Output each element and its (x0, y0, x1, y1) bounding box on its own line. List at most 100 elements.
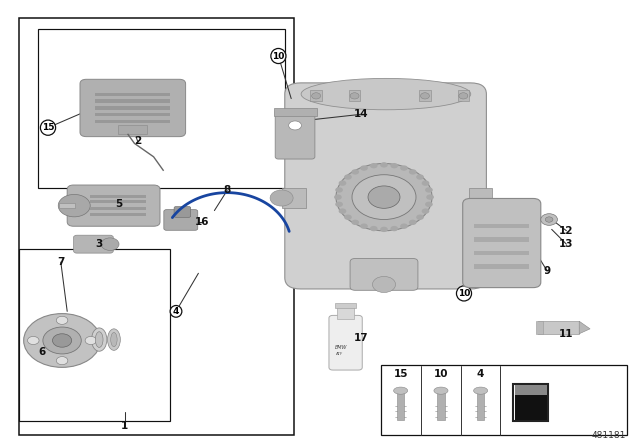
Circle shape (372, 276, 396, 293)
Bar (38, 29, 285, 188)
Circle shape (351, 220, 359, 225)
Circle shape (400, 224, 408, 229)
Text: 10: 10 (272, 52, 285, 60)
Circle shape (422, 181, 429, 186)
Bar (397, 393, 404, 420)
Text: 4: 4 (173, 307, 179, 316)
Bar (458, 90, 469, 101)
Circle shape (400, 165, 408, 171)
Text: 2: 2 (134, 136, 141, 146)
Circle shape (351, 169, 359, 175)
Bar (474, 251, 529, 255)
Circle shape (425, 202, 433, 207)
Circle shape (339, 181, 346, 186)
Circle shape (370, 163, 378, 168)
Ellipse shape (92, 328, 107, 351)
Circle shape (56, 357, 68, 365)
Circle shape (541, 214, 557, 225)
Bar (118, 125, 147, 134)
Circle shape (58, 194, 90, 217)
Bar (90, 200, 146, 203)
Circle shape (270, 190, 293, 206)
Circle shape (350, 93, 359, 99)
Bar (310, 90, 322, 101)
Bar (90, 207, 146, 210)
Text: 9: 9 (543, 266, 551, 276)
Bar (90, 213, 146, 216)
Ellipse shape (474, 387, 488, 394)
Circle shape (416, 174, 424, 180)
Text: 10: 10 (458, 289, 470, 298)
FancyBboxPatch shape (275, 110, 315, 159)
Circle shape (28, 336, 39, 345)
Circle shape (368, 186, 400, 208)
Ellipse shape (111, 332, 117, 347)
FancyBboxPatch shape (350, 258, 418, 290)
Circle shape (336, 164, 432, 231)
Bar (381, 365, 627, 435)
Bar (95, 106, 170, 110)
FancyBboxPatch shape (174, 207, 191, 217)
Bar (419, 90, 431, 101)
Circle shape (56, 316, 68, 324)
Bar (337, 307, 354, 319)
Bar (474, 224, 529, 228)
FancyBboxPatch shape (74, 235, 113, 253)
Circle shape (43, 327, 81, 354)
Bar (477, 393, 484, 420)
Circle shape (409, 169, 417, 175)
FancyBboxPatch shape (67, 185, 160, 226)
Circle shape (360, 224, 368, 229)
Text: 10: 10 (434, 369, 448, 379)
Text: 6: 6 (38, 347, 45, 357)
Text: BMW: BMW (335, 345, 348, 350)
FancyBboxPatch shape (463, 198, 541, 288)
Text: 14: 14 (355, 109, 369, 119)
Circle shape (339, 208, 346, 214)
Text: 3: 3 (95, 239, 103, 249)
Circle shape (390, 163, 398, 168)
Text: 16: 16 (195, 217, 209, 227)
Ellipse shape (301, 78, 471, 110)
Text: 7: 7 (57, 257, 65, 267)
Bar (536, 321, 543, 334)
Text: 17: 17 (355, 333, 369, 343)
Bar (95, 120, 170, 123)
Circle shape (409, 220, 417, 225)
Bar (282, 188, 306, 208)
Text: 12: 12 (559, 226, 573, 236)
Bar (19, 18, 294, 435)
Text: 15: 15 (42, 123, 54, 132)
Circle shape (352, 175, 416, 220)
Ellipse shape (434, 387, 448, 394)
Text: 11: 11 (559, 329, 573, 339)
Text: 4: 4 (477, 369, 484, 379)
Circle shape (344, 215, 352, 220)
Circle shape (380, 227, 388, 232)
Text: 1: 1 (121, 422, 129, 431)
Bar (95, 113, 170, 116)
Bar (469, 188, 492, 208)
Polygon shape (579, 321, 590, 334)
Bar (349, 90, 360, 101)
Bar (95, 93, 170, 96)
Circle shape (420, 93, 429, 99)
Bar (274, 108, 317, 116)
Bar (90, 195, 146, 198)
FancyBboxPatch shape (164, 210, 198, 230)
Bar (59, 203, 75, 208)
Circle shape (370, 226, 378, 231)
Circle shape (289, 121, 301, 130)
Circle shape (335, 202, 343, 207)
Bar (437, 393, 445, 420)
Circle shape (390, 226, 398, 231)
FancyBboxPatch shape (80, 79, 186, 137)
Ellipse shape (95, 332, 103, 348)
Circle shape (426, 194, 434, 200)
Bar (513, 384, 548, 421)
Ellipse shape (108, 329, 120, 350)
Bar (474, 264, 529, 269)
Circle shape (545, 217, 553, 222)
Circle shape (459, 93, 468, 99)
Text: ATF: ATF (336, 352, 344, 356)
